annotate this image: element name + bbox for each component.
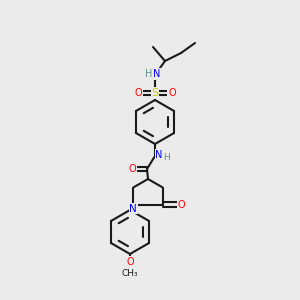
Text: O: O	[168, 88, 176, 98]
Text: CH₃: CH₃	[122, 268, 138, 278]
Text: H: H	[145, 69, 153, 79]
Text: O: O	[134, 88, 142, 98]
Text: O: O	[178, 200, 185, 209]
Text: H: H	[163, 154, 170, 163]
Text: N: N	[153, 69, 161, 79]
Text: O: O	[126, 257, 134, 267]
Text: N: N	[155, 150, 163, 160]
Text: O: O	[128, 164, 136, 174]
Text: N: N	[129, 203, 137, 214]
Text: S: S	[152, 88, 159, 98]
